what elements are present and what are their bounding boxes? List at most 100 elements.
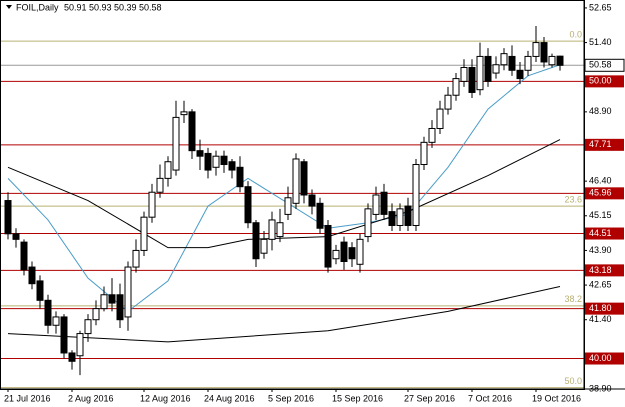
level-box [585, 75, 624, 88]
candle-body [164, 161, 172, 179]
candle-body [268, 219, 276, 240]
candle-body [396, 208, 404, 226]
x-tick-label: 19 Oct 2016 [532, 393, 581, 403]
candle-body [60, 316, 68, 354]
level-box [585, 264, 624, 277]
candle-body [28, 266, 36, 285]
x-tick-label: 12 Aug 2016 [140, 393, 191, 403]
candle-body [4, 200, 12, 235]
y-tick-label: 45.15 [589, 210, 612, 220]
fib-label: 50.0 [564, 376, 582, 386]
candle-body [116, 294, 124, 321]
level-box [585, 352, 624, 365]
ohlc-open: 50.91 [64, 2, 87, 12]
candle-body [148, 191, 156, 218]
candle-body [340, 241, 348, 263]
candle-body [92, 308, 100, 321]
candle-body [380, 191, 388, 215]
candle-body [492, 64, 500, 74]
candle-body [452, 78, 460, 96]
level-box [585, 302, 624, 315]
x-tick-label: 27 Sep 2016 [404, 393, 455, 403]
candle-body [172, 116, 180, 171]
candle-body [300, 161, 308, 196]
candle-body [548, 55, 556, 66]
candle-body [124, 266, 132, 318]
candle-body [556, 55, 564, 66]
candle-body [212, 155, 220, 168]
level-label: 40.00 [589, 353, 612, 363]
candle-body [484, 55, 492, 82]
y-tick-label: 42.65 [589, 279, 612, 289]
level-box [585, 138, 624, 151]
candle-body [252, 222, 260, 260]
candle-body [436, 108, 444, 129]
x-tick-label: 7 Oct 2016 [468, 393, 512, 403]
candle-body [460, 67, 468, 82]
candle-body [404, 205, 412, 226]
moving-average [7, 139, 561, 249]
candle-body [76, 333, 84, 357]
ohlc-high: 50.93 [89, 2, 112, 12]
y-tick-label: 43.90 [589, 245, 612, 255]
candle-body [244, 186, 252, 224]
candle-body [284, 197, 292, 215]
candle-body [276, 222, 284, 238]
candle-body [468, 67, 476, 93]
y-tick-label: 38.90 [589, 383, 612, 393]
y-tick-label: 41.40 [589, 314, 612, 324]
level-label: 45.96 [589, 188, 612, 198]
candle-body [420, 141, 428, 166]
x-tick-label: 21 Jul 2016 [4, 393, 51, 403]
candle-body [444, 94, 452, 110]
symbol: FOIL,Daily [16, 2, 59, 12]
fib-label: 38.2 [564, 294, 582, 304]
candle-body [388, 211, 396, 226]
candle-body [132, 249, 140, 268]
candle-body [108, 294, 116, 304]
ohlc-close: 50.58 [139, 2, 162, 12]
candle-body [140, 216, 148, 251]
level-label: 43.18 [589, 265, 612, 275]
y-tick-label: 48.90 [589, 106, 612, 116]
y-tick-label: 52.65 [589, 2, 612, 12]
level-label: 47.71 [589, 139, 612, 149]
candle-body [220, 155, 228, 166]
menu-arrow [6, 5, 12, 9]
level-box [585, 187, 624, 200]
candle-body [524, 55, 532, 71]
fib-label: 23.6 [564, 194, 582, 204]
level-label: 44.51 [589, 228, 612, 238]
x-tick-label: 24 Aug 2016 [204, 393, 255, 403]
x-tick-label: 15 Sep 2016 [332, 393, 383, 403]
moving-average [7, 285, 561, 343]
level-label: 41.80 [589, 303, 612, 313]
candle-body [500, 53, 508, 66]
candle-body [540, 42, 548, 63]
price-box [584, 58, 625, 72]
level-label: 50.00 [589, 76, 612, 86]
candle-body [84, 319, 92, 335]
candle-body [316, 202, 324, 229]
candle-body [228, 161, 236, 171]
candle-body [428, 127, 436, 143]
y-tick-label: 51.40 [589, 37, 612, 47]
candle-body [156, 177, 164, 193]
candle-body [36, 280, 44, 301]
price-label: 50.58 [589, 60, 612, 70]
candle-body [412, 164, 420, 226]
candle-body [52, 316, 60, 326]
candle-body [188, 111, 196, 152]
candle-body [260, 238, 268, 254]
candle-body [332, 249, 340, 260]
candle-body [532, 42, 540, 57]
candle-body [236, 166, 244, 188]
candle-body [292, 158, 300, 204]
ohlc-low: 50.39 [114, 2, 137, 12]
candle-body [180, 111, 188, 116]
candle-body [68, 352, 76, 362]
y-tick-label: 46.40 [589, 176, 612, 186]
candle-body [372, 194, 380, 215]
x-tick-label: 5 Sep 2016 [268, 393, 314, 403]
